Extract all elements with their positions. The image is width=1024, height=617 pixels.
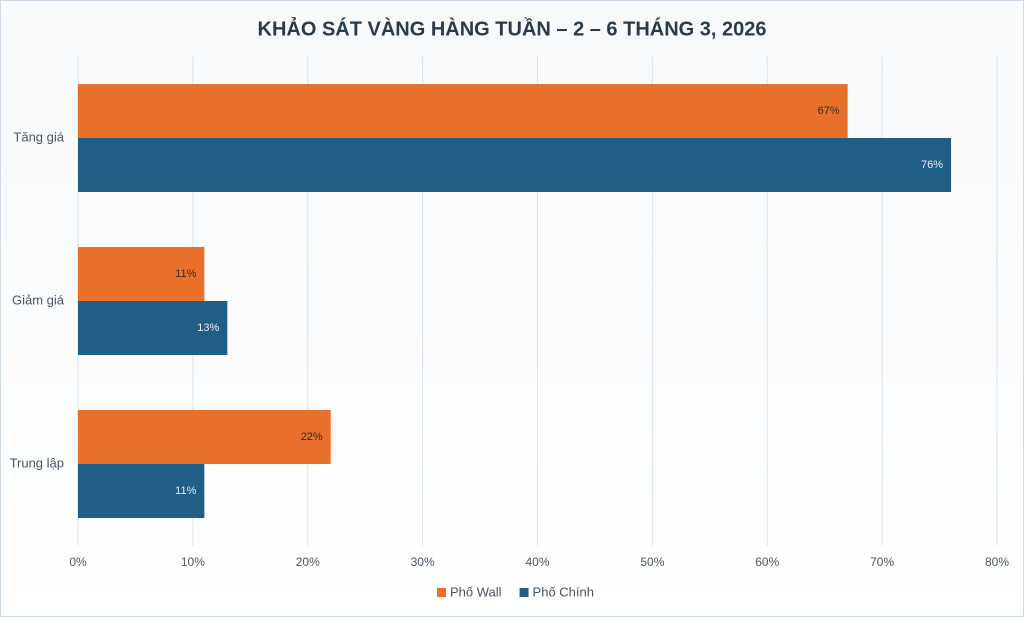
value-label: 11% xyxy=(175,485,196,497)
y-tick-label: Trung lập xyxy=(10,455,64,470)
bar xyxy=(78,84,848,138)
x-tick-label: 0% xyxy=(69,555,87,569)
x-tick-label: 40% xyxy=(525,555,549,569)
bar xyxy=(78,301,228,355)
bar xyxy=(78,464,205,518)
x-tick-label: 80% xyxy=(985,555,1009,569)
x-tick-label: 50% xyxy=(640,555,664,569)
y-tick-label: Tăng giá xyxy=(13,129,64,144)
legend-swatch xyxy=(519,588,529,597)
chart-title: KHẢO SÁT VÀNG HÀNG TUẦN – 2 – 6 THÁNG 3,… xyxy=(258,17,767,40)
legend-label: Phố Chính xyxy=(533,584,594,599)
y-tick-label: Giảm giá xyxy=(12,292,65,307)
value-label: 11% xyxy=(175,268,196,280)
x-tick-label: 30% xyxy=(411,555,435,569)
value-label: 76% xyxy=(921,159,943,171)
value-label: 22% xyxy=(301,431,323,443)
x-tick-label: 10% xyxy=(181,555,205,569)
legend-swatch xyxy=(437,588,446,597)
x-tick-label: 20% xyxy=(296,555,320,569)
x-tick-label: 60% xyxy=(755,555,779,569)
x-tick-label: 70% xyxy=(870,555,894,569)
bar xyxy=(78,138,952,192)
legend-label: Phố Wall xyxy=(450,584,502,599)
bar xyxy=(78,410,331,464)
bar xyxy=(78,247,205,301)
value-label: 67% xyxy=(818,105,840,117)
value-label: 13% xyxy=(197,322,219,334)
